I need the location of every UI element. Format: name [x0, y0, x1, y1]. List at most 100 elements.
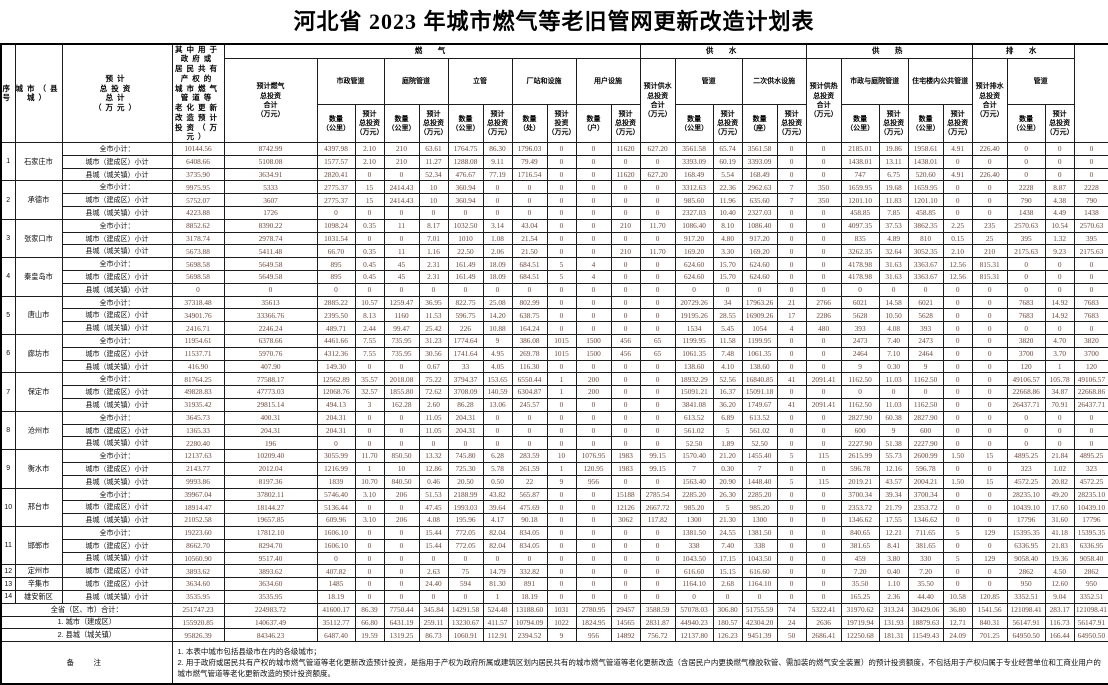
- city-name: 秦皇岛市: [14, 257, 63, 297]
- data-cell: 0: [639, 231, 676, 246]
- total-data-cell: 24.09: [942, 628, 973, 643]
- data-cell: 0: [575, 359, 612, 374]
- data-cell: 2.25: [942, 218, 973, 233]
- data-cell: 75.22: [418, 372, 449, 387]
- total-data-cell: 95826.39: [171, 628, 225, 643]
- data-cell: 0: [741, 589, 778, 604]
- data-cell: 9993.86: [171, 474, 225, 489]
- data-cell: 1010: [447, 231, 484, 246]
- data-cell: 0: [971, 346, 1008, 361]
- data-cell: 1162.50: [907, 398, 944, 412]
- data-cell: 0: [776, 270, 807, 284]
- data-cell: 0: [511, 551, 548, 566]
- data-cell: 5: [776, 449, 807, 464]
- data-cell: 7.20: [840, 564, 880, 579]
- data-cell: 0: [575, 526, 612, 540]
- data-cell: 3.14: [482, 218, 513, 233]
- data-cell: 0: [639, 282, 676, 297]
- data-cell: 52.56: [712, 372, 743, 387]
- data-cell: 3363.67: [907, 270, 944, 284]
- data-cell: 0: [575, 154, 612, 169]
- data-cell: 31935.42: [171, 398, 225, 412]
- city-name: 定州市: [14, 564, 63, 579]
- data-cell: 18914.47: [171, 500, 225, 515]
- data-cell: 0: [776, 589, 807, 604]
- data-cell: 0: [971, 410, 1008, 425]
- data-cell: 12137.63: [171, 449, 225, 464]
- data-cell: 204.31: [223, 423, 318, 438]
- data-cell: 1577.57: [316, 154, 356, 169]
- data-cell: 0: [942, 359, 973, 374]
- data-cell: 616.60: [674, 564, 714, 579]
- data-cell: 41: [776, 398, 807, 412]
- data-cell: 0: [610, 180, 641, 195]
- total-data-cell: 121098.41: [1006, 602, 1046, 617]
- data-cell: 0: [1044, 321, 1075, 336]
- data-cell: 0: [610, 538, 641, 553]
- data-cell: 4: [575, 257, 612, 272]
- data-cell: 45: [383, 270, 420, 284]
- header-unit: 预计 总投资 （万元）: [776, 104, 807, 144]
- data-cell: 3312.63: [674, 180, 714, 195]
- data-cell: 9058.40: [1006, 551, 1046, 566]
- data-cell: 25.42: [418, 321, 449, 336]
- data-cell: 381.65: [907, 538, 944, 553]
- data-cell: 0: [776, 359, 807, 374]
- header-section-sum: 预计供水 总投资 合计 （万元）: [639, 58, 676, 144]
- data-cell: 810: [907, 231, 944, 246]
- total-data-cell: 9: [546, 628, 577, 643]
- data-cell: 3634.60: [171, 577, 225, 591]
- data-cell: 8662.70: [171, 538, 225, 553]
- data-cell: 4: [776, 321, 807, 336]
- header-section: 供 水: [639, 43, 807, 60]
- data-cell: 0: [971, 500, 1008, 515]
- row-label: 县城（城关镇）小计: [61, 589, 173, 604]
- row-label: 全市小计：: [61, 410, 173, 425]
- data-cell: 407.82: [316, 564, 356, 579]
- data-cell: 0: [776, 538, 807, 553]
- data-cell: 200: [575, 372, 612, 387]
- data-cell: 0: [639, 295, 676, 310]
- data-cell: 0: [610, 436, 641, 451]
- data-cell: 31.60: [1044, 513, 1075, 527]
- total-data-cell: 84346.23: [223, 628, 318, 643]
- row-label: 县城（城关镇）小计: [61, 474, 173, 489]
- data-cell: 3: [354, 398, 385, 412]
- data-cell: 31.63: [878, 257, 909, 272]
- data-cell: 3352.51: [1073, 589, 1108, 604]
- data-cell: 0: [575, 244, 612, 259]
- data-cell: 43.04: [511, 218, 548, 233]
- row-label: 县城（城关镇）小计: [61, 282, 173, 297]
- data-cell: 917.20: [741, 231, 778, 246]
- data-cell: 1: [354, 462, 385, 476]
- data-cell: 13.11: [878, 154, 909, 169]
- data-cell: 5: [942, 526, 973, 540]
- header-group: 管道: [1006, 58, 1075, 106]
- city-name: 保定市: [14, 372, 63, 412]
- data-cell: 2227.90: [840, 436, 880, 451]
- data-cell: 0: [546, 154, 577, 169]
- data-cell: 9058.40: [1073, 551, 1108, 566]
- data-cell: 4572.25: [1073, 474, 1108, 489]
- data-cell: 0: [575, 308, 612, 323]
- header-unit: 数量 （公里）: [840, 104, 880, 144]
- data-cell: 9: [878, 423, 909, 438]
- data-cell: 0: [546, 564, 577, 579]
- row-label: 城市（建成区）小计: [61, 564, 173, 579]
- total-data-cell: 1541.56: [971, 602, 1008, 617]
- total-data-cell: 13230.67: [447, 615, 484, 630]
- total-data-cell: 5322.41: [805, 602, 842, 617]
- data-cell: 3.80: [878, 551, 909, 566]
- total-data-cell: 251747.23: [171, 602, 225, 617]
- data-cell: 5628: [840, 308, 880, 323]
- data-cell: 15: [971, 449, 1008, 464]
- data-cell: 34.87: [1044, 385, 1075, 400]
- data-cell: 210: [610, 218, 641, 233]
- data-cell: 0: [511, 180, 548, 195]
- data-cell: 1032.50: [447, 218, 484, 233]
- data-cell: 6.28: [482, 449, 513, 464]
- row-label: 全市小计：: [61, 487, 173, 502]
- row-label: 城市（建成区）小计: [61, 308, 173, 323]
- data-cell: 1570.40: [674, 449, 714, 464]
- data-cell: 393: [907, 321, 944, 336]
